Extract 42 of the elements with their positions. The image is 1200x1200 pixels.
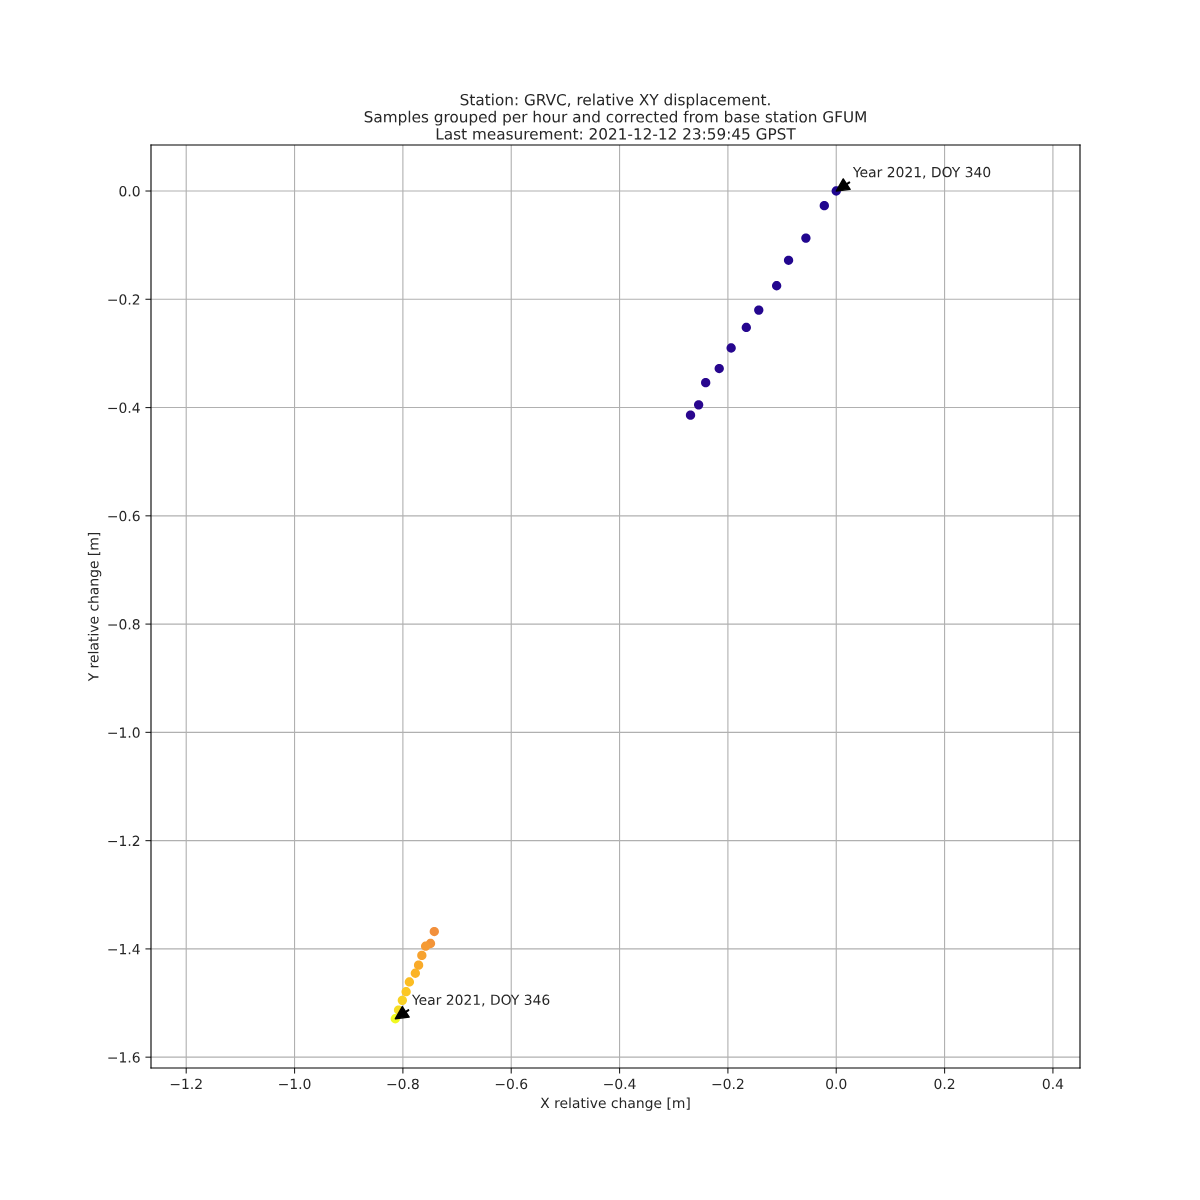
chart-title: Station: GRVC, relative XY displacement. Samples grouped per hour and corrected from base station GFUM Last measurement: 2021-12-12 23:59:45 GPST [364,93,866,140]
y-axis-title: Y relative change [m] [87,532,102,682]
y-tick-label: −1.4 [108,944,140,955]
point [420,941,431,951]
y-tick-label: −0.4 [108,402,140,414]
point [819,200,829,211]
point [693,400,704,410]
point [417,950,427,961]
point [714,363,724,374]
point [726,343,736,353]
point [401,987,411,997]
point [783,255,794,265]
y-tick-label: 0.0 [119,185,140,197]
y-tick-label: −0.8 [108,619,140,630]
point [771,281,782,291]
x-tick-label: −0.6 [495,1078,528,1090]
x-tick-label: −1.2 [170,1078,202,1089]
x-tick-label: 0.2 [934,1078,955,1090]
y-tick-label: −1.0 [108,727,140,738]
point [801,233,811,243]
annotation: Year 2021, DOY 346 [411,994,550,1007]
point [404,977,415,987]
x-tick-label: −0.8 [387,1078,419,1090]
point [397,995,407,1005]
point [410,968,420,978]
point [429,926,439,937]
x-tick-label: −0.2 [712,1078,744,1090]
point [701,377,711,388]
point [754,305,764,315]
annotation: Year 2021, DOY 340 [852,166,991,179]
y-tick-label: −1.2 [108,835,140,846]
y-tick-label: −1.6 [108,1052,140,1063]
point [413,960,424,970]
x-tick-label: −1.0 [279,1078,311,1090]
y-tick-label: −0.2 [108,294,140,305]
point [685,410,696,420]
y-tick-label: −0.6 [108,510,140,522]
x-tick-label: −0.4 [604,1078,636,1090]
point [741,322,751,333]
x-tick-label: 0.0 [826,1078,847,1090]
x-tick-label: 0.4 [1042,1078,1064,1090]
x-axis-title: X relative change [m] [540,1097,690,1111]
